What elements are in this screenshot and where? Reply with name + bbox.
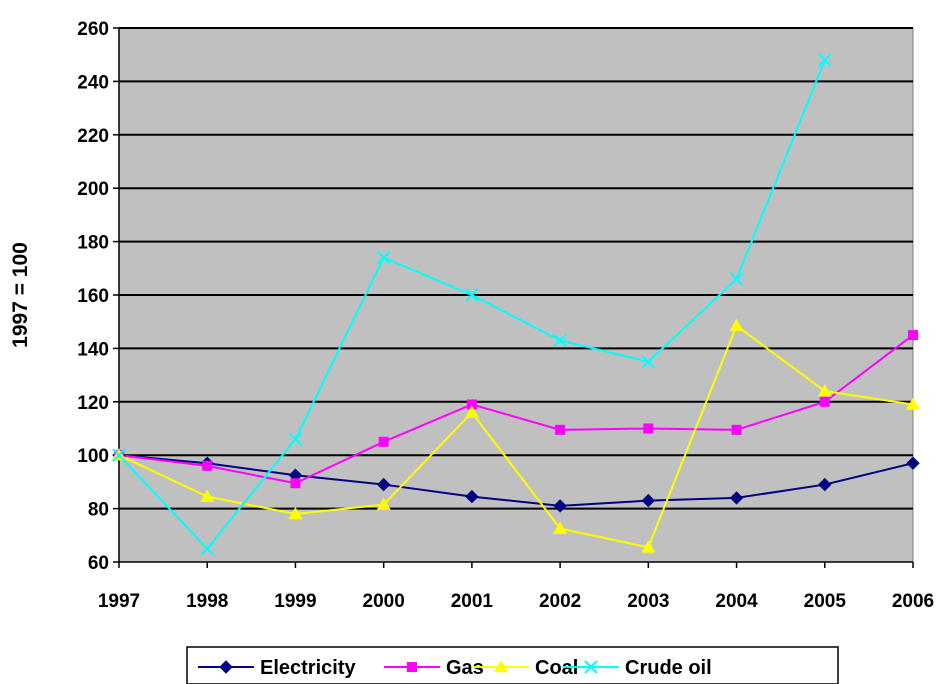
y-tick-label-220: 220 — [77, 126, 109, 147]
series-line-electricity — [118, 454, 914, 507]
point-gas-2005 — [819, 396, 830, 407]
legend-marker-coal — [494, 660, 508, 673]
x-tick-label-2004: 2004 — [715, 591, 758, 612]
point-coal-2001 — [464, 405, 479, 418]
x-axis: 1997 1998 1999 2000 2001 2002 2003 2004 2005 2006 — [98, 561, 934, 612]
point-gas-2000 — [378, 436, 389, 447]
point-electricity-2002 — [553, 499, 567, 513]
y-tick-label-260: 260 — [77, 19, 109, 40]
point-coal-2005 — [817, 384, 832, 397]
legend-label-coal: Coal — [535, 657, 578, 679]
legend-label-gas: Gas — [446, 657, 484, 679]
legend-label-electricity: Electricity — [260, 657, 356, 679]
point-crude-oil-2002 — [553, 333, 567, 348]
point-gas-2002 — [555, 424, 566, 435]
legend-label-crude-oil: Crude oil — [625, 657, 712, 679]
x-tick-label-1997: 1997 — [98, 591, 140, 612]
x-tick-label-2005: 2005 — [804, 591, 847, 612]
point-gas-2004 — [731, 424, 742, 435]
point-crude-oil-1997 — [112, 448, 126, 462]
legend-marker-crude-oil — [584, 660, 598, 674]
legend-marker-gas — [407, 662, 417, 672]
point-coal-2000 — [376, 497, 391, 510]
series-markers — [112, 53, 920, 556]
point-crude-oil-2005 — [818, 53, 832, 67]
legend-item-gas: Gas — [384, 657, 484, 679]
y-tick-label-60: 60 — [88, 553, 109, 574]
y-tick-label-140: 140 — [77, 339, 109, 360]
point-crude-oil-2001 — [465, 288, 479, 302]
point-coal-2002 — [553, 521, 568, 534]
point-coal-2004 — [729, 318, 744, 331]
x-tick-label-2006: 2006 — [892, 591, 934, 612]
legend-item-electricity: Electricity — [198, 657, 356, 679]
point-electricity-2001 — [465, 489, 479, 504]
y-tick-label-100: 100 — [77, 446, 109, 467]
x-tick-label-1998: 1998 — [186, 591, 228, 612]
x-tick-label-1999: 1999 — [274, 591, 316, 612]
x-tick-label-2001: 2001 — [451, 591, 494, 612]
x-tick-label-2003: 2003 — [627, 591, 669, 612]
y-axis: 60 80 100 120 140 160 180 200 220 240 260 — [77, 19, 120, 574]
point-coal-2006 — [906, 397, 920, 410]
point-electricity-2006 — [906, 456, 920, 470]
point-crude-oil-1998 — [200, 541, 214, 556]
legend: Electricity Gas Coal Crude oil — [186, 646, 839, 684]
y-axis-title: 1997 = 100 — [9, 242, 32, 348]
point-electricity-2004 — [729, 491, 744, 505]
point-crude-oil-2000 — [376, 250, 391, 265]
point-crude-oil-1999 — [288, 432, 303, 446]
point-electricity-2003 — [641, 493, 656, 508]
y-tick-label-160: 160 — [77, 286, 109, 307]
y-tick-label-240: 240 — [77, 72, 109, 93]
gridlines — [119, 27, 913, 510]
point-coal-1998 — [200, 489, 215, 502]
legend-box — [186, 646, 839, 684]
point-crude-oil-2003 — [641, 355, 656, 369]
point-coal-1999 — [288, 506, 303, 520]
series-line-gas — [118, 334, 914, 485]
point-gas-1999 — [290, 478, 301, 489]
point-coal-2003 — [641, 540, 656, 553]
series-line-coal — [118, 324, 914, 549]
y-tick-label-120: 120 — [77, 393, 109, 414]
point-gas-2006 — [908, 330, 918, 341]
legend-marker-electricity — [219, 660, 233, 674]
x-tick-label-2000: 2000 — [363, 591, 405, 612]
point-gas-2003 — [643, 423, 654, 434]
legend-item-crude-oil: Crude oil — [563, 657, 712, 679]
x-tick-label-2002: 2002 — [539, 591, 581, 612]
point-electricity-2000 — [376, 477, 391, 492]
y-tick-label-180: 180 — [77, 233, 109, 254]
y-tick-label-80: 80 — [88, 500, 109, 521]
point-gas-2001 — [466, 399, 477, 410]
legend-item-coal: Coal — [473, 657, 578, 679]
point-gas-1998 — [202, 460, 213, 471]
y-tick-label-200: 200 — [77, 179, 109, 200]
point-electricity-2005 — [818, 477, 832, 492]
point-crude-oil-2004 — [729, 272, 744, 286]
